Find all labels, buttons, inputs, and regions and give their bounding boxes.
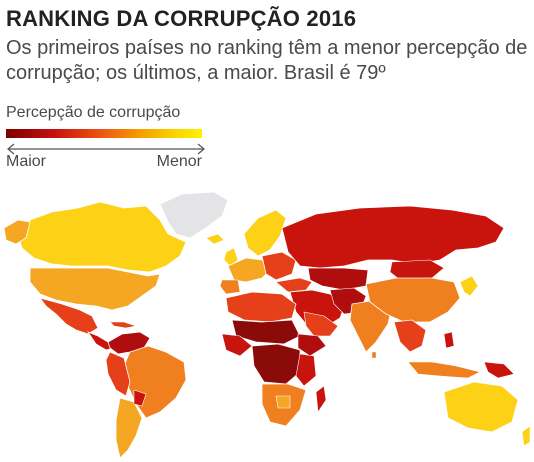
greenland — [159, 191, 229, 239]
madagascar — [315, 385, 327, 413]
central-asia — [307, 267, 369, 291]
china — [365, 277, 461, 323]
mongolia — [389, 259, 445, 281]
argentina-chile — [115, 397, 143, 459]
legend-double-arrow — [7, 143, 205, 155]
botswana — [275, 395, 291, 409]
chart-subtitle: Os primeiros países no ranking têm a men… — [6, 37, 528, 84]
world-map — [3, 191, 531, 459]
chart-title: RANKING DA CORRUPÇÃO 2016 — [6, 6, 357, 31]
iceland — [205, 233, 225, 245]
canada — [17, 201, 187, 273]
east-africa — [295, 353, 317, 387]
usa — [29, 267, 161, 311]
caribbean — [109, 321, 138, 329]
legend-title: Percepção de corrupção — [6, 104, 181, 121]
papua — [483, 361, 515, 379]
north-africa — [225, 291, 297, 323]
peru-bolivia — [105, 351, 131, 397]
central-africa — [251, 343, 301, 385]
new-zealand — [521, 425, 531, 447]
philippines — [443, 331, 455, 349]
russia — [281, 205, 505, 269]
iberia — [219, 279, 241, 295]
sri-lanka — [371, 351, 377, 359]
scandinavia — [243, 209, 287, 257]
southeast-asia — [393, 319, 427, 353]
legend-gradient-bar — [6, 129, 202, 138]
paraguay — [133, 389, 147, 407]
middle-east — [289, 289, 347, 329]
australia — [443, 381, 519, 433]
arabian-peninsula — [303, 311, 339, 337]
turkey-caucasus — [275, 277, 313, 293]
legend-max-label: Menor — [156, 153, 202, 170]
eastern-europe — [261, 251, 297, 281]
west-africa — [221, 333, 253, 357]
indonesia — [407, 361, 481, 379]
korea-japan — [459, 275, 479, 297]
legend-min-label: Maior — [6, 153, 47, 170]
alaska — [3, 219, 31, 245]
horn-of-africa — [297, 333, 327, 357]
mexico — [38, 297, 99, 335]
